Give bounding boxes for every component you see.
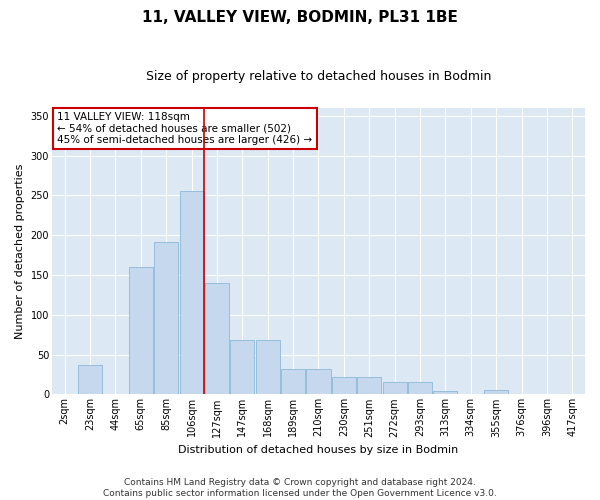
Text: 11, VALLEY VIEW, BODMIN, PL31 1BE: 11, VALLEY VIEW, BODMIN, PL31 1BE [142, 10, 458, 25]
Bar [78, 365, 102, 394]
Text: 11 VALLEY VIEW: 118sqm
← 54% of detached houses are smaller (502)
45% of semi-de: 11 VALLEY VIEW: 118sqm ← 54% of detached… [57, 112, 313, 146]
Bar [383, 382, 407, 394]
X-axis label: Distribution of detached houses by size in Bodmin: Distribution of detached houses by size … [178, 445, 458, 455]
Bar [154, 242, 178, 394]
Y-axis label: Number of detached properties: Number of detached properties [15, 164, 25, 339]
Bar [129, 267, 153, 394]
Bar [307, 369, 331, 394]
Title: Size of property relative to detached houses in Bodmin: Size of property relative to detached ho… [146, 70, 491, 83]
Bar [179, 192, 203, 394]
Bar [433, 391, 457, 394]
Bar [484, 390, 508, 394]
Bar [332, 377, 356, 394]
Bar [256, 340, 280, 394]
Bar [281, 369, 305, 394]
Bar [205, 283, 229, 395]
Bar [408, 382, 432, 394]
Bar [357, 377, 382, 394]
Bar [230, 340, 254, 394]
Text: Contains HM Land Registry data © Crown copyright and database right 2024.
Contai: Contains HM Land Registry data © Crown c… [103, 478, 497, 498]
